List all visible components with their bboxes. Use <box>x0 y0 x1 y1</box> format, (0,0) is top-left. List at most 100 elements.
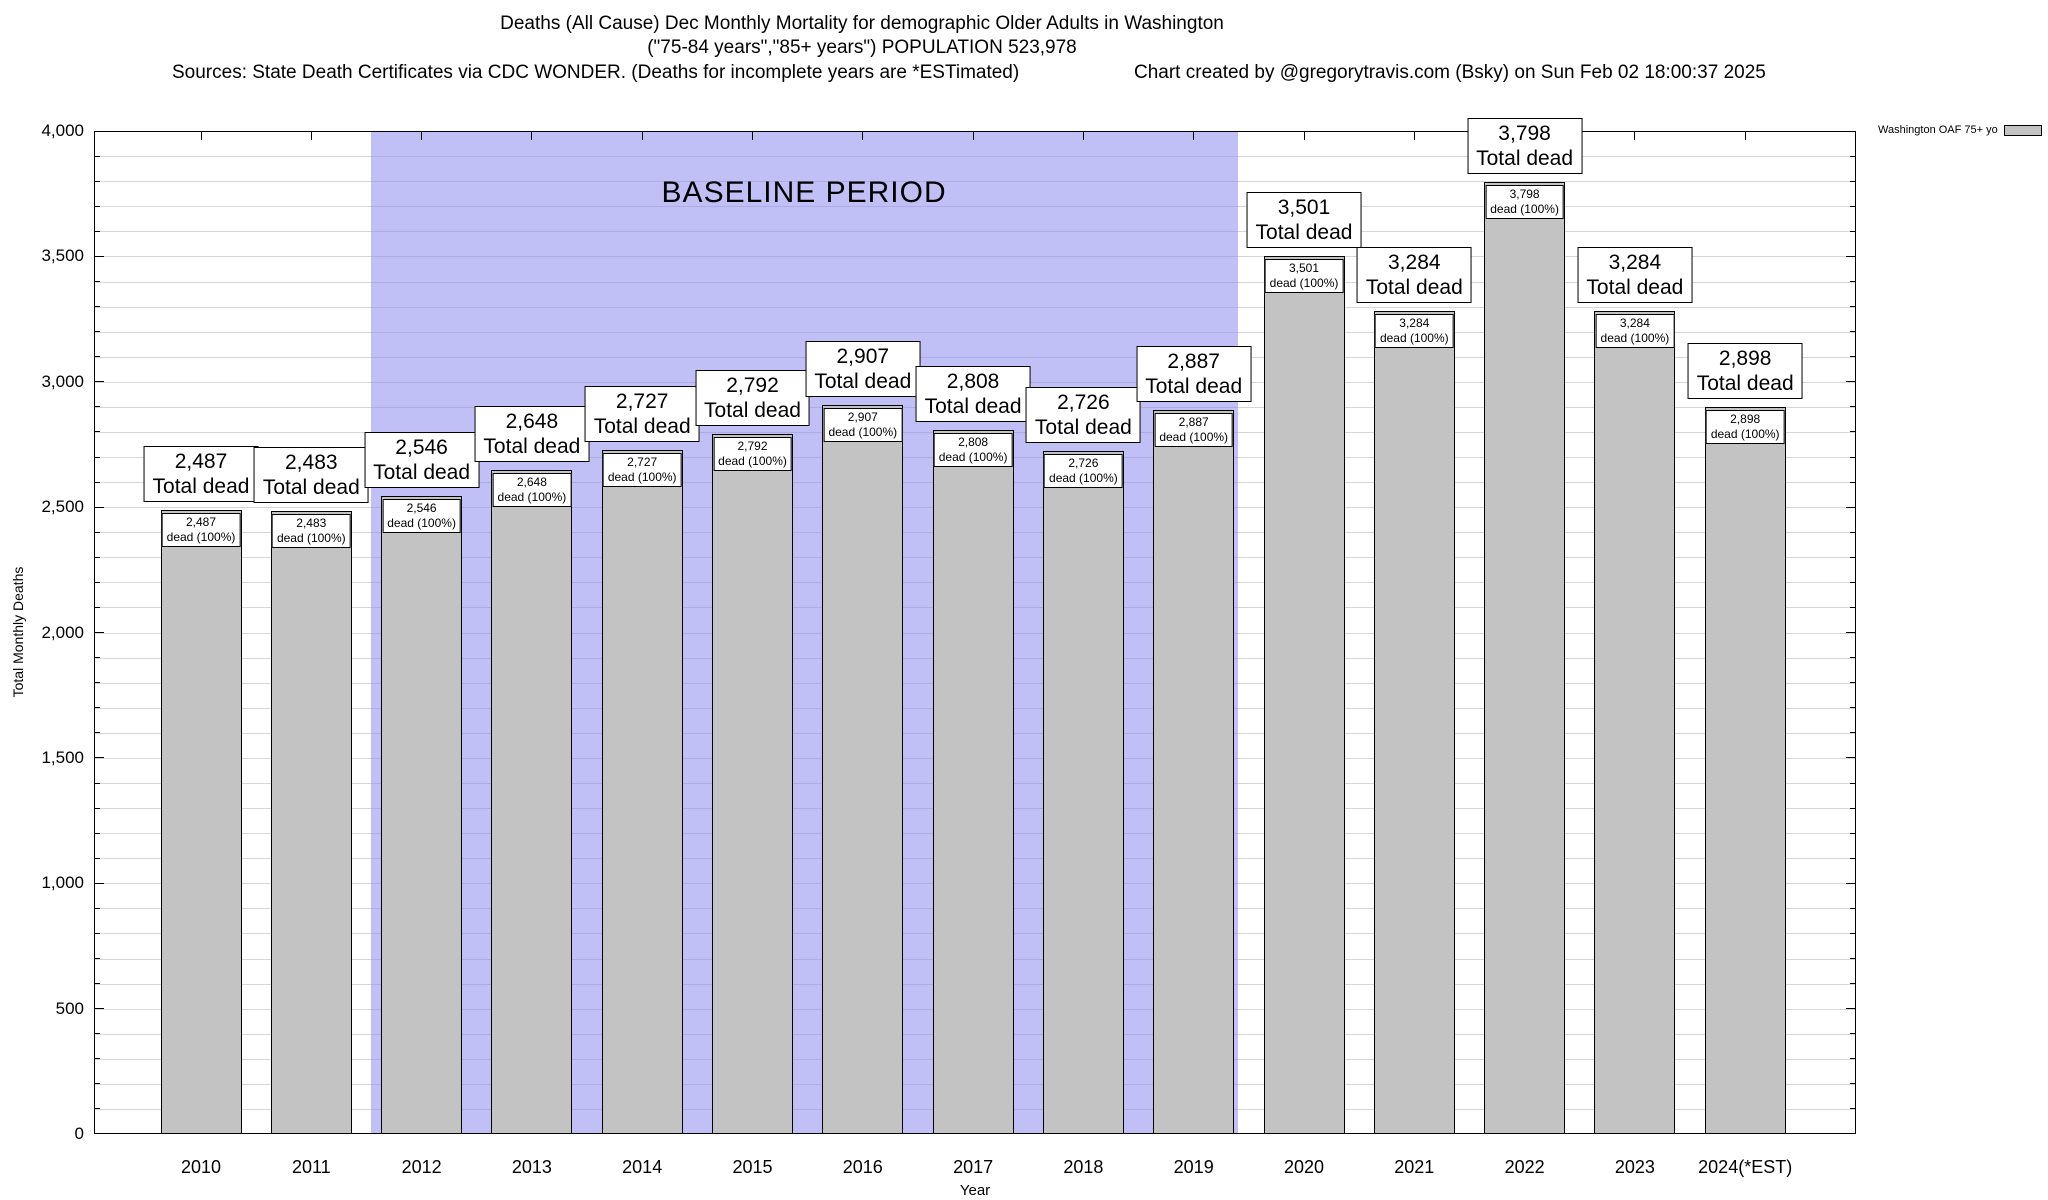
y-axis-tick <box>95 281 100 282</box>
bar-inner-suffix: dead (100%) <box>1710 427 1780 442</box>
y-axis-tick <box>95 331 100 333</box>
bar-inner-suffix: dead (100%) <box>497 490 567 504</box>
bar-inner-suffix: dead (100%) <box>166 530 236 545</box>
bar-2021 <box>1373 310 1455 1134</box>
y-axis-tick <box>95 782 100 784</box>
bar-total-label-2020: 3,501 Total dead <box>1246 192 1362 249</box>
y-axis-tick <box>1850 606 1855 608</box>
bar-inner-label-2010: 2,487 dead (100%) <box>161 513 241 548</box>
y-axis-tick <box>1850 1108 1855 1110</box>
bar-2022 <box>1484 181 1566 1134</box>
bar-total-value: 2,898 <box>1718 347 1772 371</box>
bar-inner-suffix: dead (100%) <box>607 470 677 485</box>
x-axis-tick <box>421 132 423 140</box>
bar-inner-label-2018: 2,726 dead (100%) <box>1044 453 1123 488</box>
y-axis-tick <box>1850 180 1855 182</box>
x-axis-tick <box>641 132 643 140</box>
y-axis-tick <box>1850 356 1855 358</box>
x-tick-label-2014: 2014 <box>622 1157 663 1177</box>
bar-total-suffix: Total dead <box>152 475 250 499</box>
bar-inner-label-2016: 2,907 dead (100%) <box>823 408 903 443</box>
y-axis-tick <box>95 230 100 232</box>
y-axis-tick <box>1846 632 1855 633</box>
y-axis-tick <box>1850 832 1855 834</box>
bar-total-label-2016: 2,907 Total dead <box>805 341 921 398</box>
bar-inner-value: 3,798 <box>1509 186 1540 201</box>
bar-total-suffix: Total dead <box>1696 372 1794 396</box>
bar-inner-value: 2,907 <box>847 410 878 425</box>
bar-2023 <box>1594 310 1676 1134</box>
bar-inner-label-2015: 2,792 dead (100%) <box>713 436 792 471</box>
y-axis-tick <box>95 506 104 508</box>
y-tick-label-1500: 1,500 <box>41 747 84 767</box>
y-axis-tick <box>1850 531 1855 533</box>
bar-inner-suffix: dead (100%) <box>1269 276 1339 291</box>
y-axis-tick <box>95 556 100 558</box>
bar-total-value: 3,798 <box>1498 121 1551 145</box>
y-axis-tick <box>95 632 104 633</box>
y-axis-tick <box>95 431 100 433</box>
y-tick-label-3000: 3,000 <box>41 371 84 391</box>
bar-inner-value: 3,284 <box>1619 315 1650 330</box>
bar-inner-suffix: dead (100%) <box>828 425 898 440</box>
y-axis-tick <box>95 531 100 533</box>
bar-inner-label-2017: 2,808 dead (100%) <box>933 432 1013 467</box>
x-tick-label-2021: 2021 <box>1394 1157 1435 1177</box>
x-tick-label-2019: 2019 <box>1173 1157 1214 1177</box>
bar-total-value: 2,546 <box>395 435 448 459</box>
bar-total-label-2010: 2,487 Total dead <box>143 446 259 503</box>
bar-inner-label-2012: 2,546 dead (100%) <box>382 498 461 533</box>
y-axis-tick <box>95 682 100 684</box>
bar-total-value: 2,907 <box>836 345 890 369</box>
y-axis-tick <box>1850 556 1855 558</box>
y-axis-tick <box>95 381 104 383</box>
y-axis-tick <box>95 180 100 182</box>
bar-2018 <box>1042 450 1124 1134</box>
y-axis-tick <box>95 481 100 483</box>
y-axis-tick <box>95 932 100 934</box>
y-axis-tick <box>1850 431 1855 433</box>
y-axis-tick <box>95 832 100 834</box>
bar-inner-suffix: dead (100%) <box>1049 470 1118 485</box>
bar-inner-suffix: dead (100%) <box>1490 201 1559 216</box>
bar-total-suffix: Total dead <box>1034 415 1132 439</box>
y-axis-tick <box>1850 907 1855 909</box>
y-axis-tick <box>95 807 100 809</box>
chart-header: Deaths (All Cause) Dec Monthly Mortality… <box>0 12 1724 60</box>
y-axis-tick <box>1846 757 1855 759</box>
bar-inner-value: 2,792 <box>737 438 768 453</box>
legend: Washington OAF 75+ yo <box>1878 124 2042 136</box>
x-axis-tick <box>310 132 312 140</box>
y-axis-tick <box>1850 205 1855 207</box>
bar-2016 <box>822 405 904 1134</box>
bar-total-suffix: Total dead <box>1586 275 1684 299</box>
bar-2019 <box>1153 410 1235 1134</box>
y-axis-tick <box>1850 581 1855 583</box>
bar-total-value: 3,501 <box>1277 196 1331 220</box>
bar-inner-value: 2,898 <box>1730 412 1761 427</box>
bar-2014 <box>601 450 683 1134</box>
bar-inner-value: 2,546 <box>406 500 437 515</box>
y-axis-tick <box>1846 255 1855 257</box>
y-axis-tick <box>1846 1008 1855 1010</box>
bar-total-label-2019: 2,887 Total dead <box>1136 346 1252 403</box>
y-axis-tick <box>95 732 100 734</box>
x-tick-label-2012: 2012 <box>401 1157 442 1177</box>
bar-inner-value: 3,501 <box>1288 261 1320 276</box>
y-axis-tick <box>1850 230 1855 232</box>
bar-inner-value: 2,887 <box>1178 415 1209 430</box>
y-axis-tick <box>95 857 100 859</box>
y-axis-tick <box>1850 155 1855 157</box>
x-axis-tick <box>972 132 974 140</box>
bar-inner-label-2020: 3,501 dead (100%) <box>1264 259 1344 294</box>
x-tick-label-2016: 2016 <box>842 1157 883 1177</box>
bar-total-label-2018: 2,726 Total dead <box>1025 386 1141 443</box>
y-axis-tick <box>95 1108 100 1110</box>
bar-2013 <box>491 470 573 1134</box>
x-axis-tick <box>1193 132 1195 140</box>
bar-total-suffix: Total dead <box>814 370 912 394</box>
chart-credit: Chart created by @gregorytravis.com (Bsk… <box>1134 62 1766 83</box>
y-axis-tick <box>95 1058 100 1060</box>
y-axis-tick <box>95 606 100 608</box>
y-tick-label-0: 0 <box>74 1124 84 1143</box>
